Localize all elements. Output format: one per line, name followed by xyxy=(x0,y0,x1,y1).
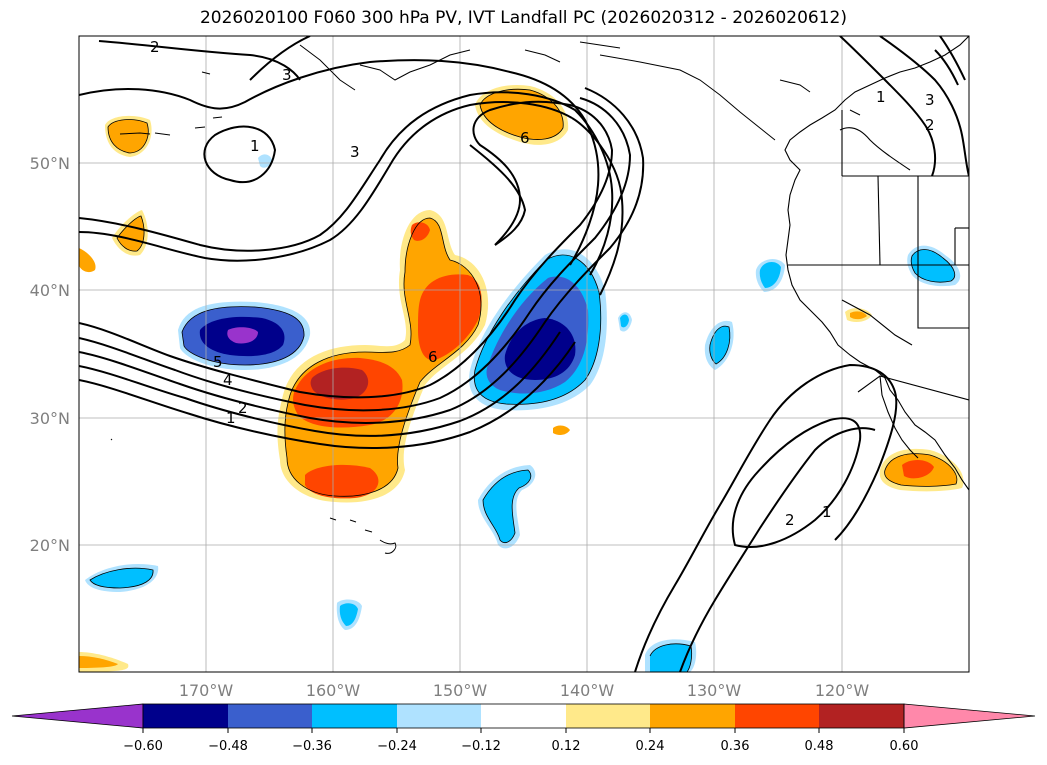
contour-labels: 2 3 1 3 6 5 4 2 1 6 1 3 2 2 1 xyxy=(150,38,935,529)
colorbar: −0.60 −0.48 −0.36 −0.24 −0.12 0.12 0.24 … xyxy=(11,703,1036,754)
contour-label: 4 xyxy=(223,371,233,389)
lon-label: 170°W xyxy=(179,681,234,700)
colorbar-segment xyxy=(481,704,566,728)
lat-label: 30°N xyxy=(30,409,70,428)
colorbar-tick-label: −0.12 xyxy=(461,739,501,754)
lon-label: 140°W xyxy=(560,681,615,700)
contour-label: 1 xyxy=(226,409,236,427)
lon-label: 130°W xyxy=(687,681,742,700)
islands xyxy=(110,41,861,554)
coastlines xyxy=(784,36,969,491)
lon-label: 120°W xyxy=(815,681,870,700)
contour-label: 1 xyxy=(250,137,260,155)
contour-label: 1 xyxy=(822,503,832,521)
lat-label: 20°N xyxy=(30,536,70,555)
contour-label: 6 xyxy=(520,129,530,147)
lon-labels: 170°W 160°W 150°W 140°W 130°W 120°W xyxy=(179,681,870,700)
contour-label: 2 xyxy=(150,38,160,56)
contour-label: 2 xyxy=(925,116,935,134)
shading-outlines xyxy=(89,88,958,672)
colorbar-segment xyxy=(312,704,397,728)
lat-label: 40°N xyxy=(30,281,70,300)
contour-label: 3 xyxy=(282,66,292,84)
colorbar-tick-label: −0.60 xyxy=(123,739,163,754)
colorbar-segment xyxy=(735,704,819,728)
colorbar-segment xyxy=(650,704,735,728)
contour-label: 6 xyxy=(428,348,438,366)
lat-labels: 50°N 40°N 30°N 20°N xyxy=(30,154,70,555)
colorbar-tick-label: −0.36 xyxy=(292,739,332,754)
lon-label: 160°W xyxy=(306,681,361,700)
colorbar-tick-label: −0.24 xyxy=(377,739,417,754)
colorbar-segment xyxy=(566,704,650,728)
plot-title: 2026020100 F060 300 hPa PV, IVT Landfall… xyxy=(199,8,847,28)
pv-contours xyxy=(79,36,969,672)
colorbar-segment xyxy=(228,704,312,728)
colorbar-tick-label: 0.24 xyxy=(636,739,665,754)
colorbar-tick-label: −0.48 xyxy=(208,739,248,754)
colorbar-extend-high xyxy=(903,703,1036,729)
colorbar-segment xyxy=(143,704,228,728)
contour-label: 5 xyxy=(213,353,223,371)
map-frame xyxy=(78,35,970,673)
colorbar-extend-low xyxy=(11,703,144,729)
contour-label: 2 xyxy=(238,399,248,417)
lat-label: 50°N xyxy=(30,154,70,173)
colorbar-tick-label: 0.12 xyxy=(552,739,581,754)
colorbar-tick-label: 0.36 xyxy=(721,739,750,754)
colorbar-tick-label: 0.60 xyxy=(890,739,919,754)
contour-label: 3 xyxy=(925,91,935,109)
colorbar-segment xyxy=(819,704,904,728)
contour-label: 2 xyxy=(785,511,795,529)
lon-label: 150°W xyxy=(433,681,488,700)
contour-label: 1 xyxy=(876,88,886,106)
colorbar-segment xyxy=(397,704,481,728)
colorbar-tick-label: 0.48 xyxy=(805,739,834,754)
shaded-field xyxy=(79,84,964,672)
contour-label: 3 xyxy=(350,143,360,161)
